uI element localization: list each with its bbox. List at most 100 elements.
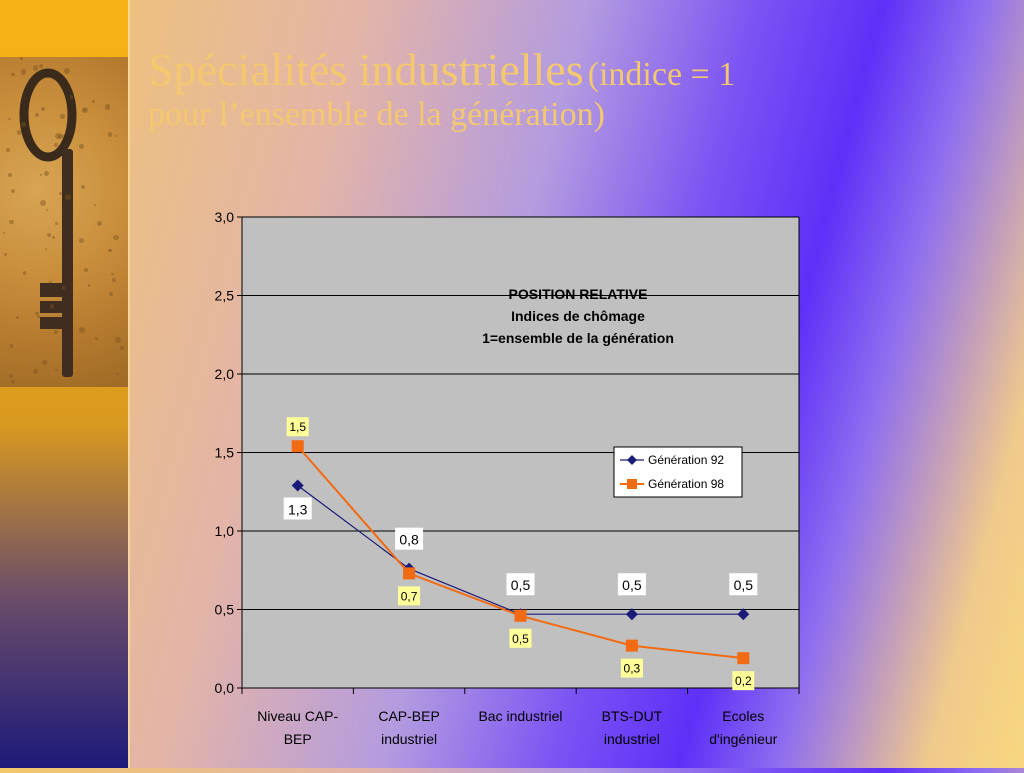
photo-texture-speck xyxy=(41,360,47,366)
data-label-box xyxy=(617,573,646,596)
photo-texture-speck xyxy=(87,284,91,288)
photo-texture-speck xyxy=(34,112,40,118)
photo-texture-speck xyxy=(33,368,38,374)
photo-texture-speck xyxy=(93,204,96,207)
photo-texture-speck xyxy=(32,64,39,71)
photo-texture-speck xyxy=(79,237,85,243)
photo-texture-speck xyxy=(9,374,14,378)
chart-title-line: 1=ensemble de la génération xyxy=(482,330,674,346)
photo-texture-speck xyxy=(20,122,26,127)
y-tick-label: 2,5 xyxy=(215,288,235,304)
data-point-square xyxy=(403,567,416,580)
data-label: 0,2 xyxy=(735,674,752,688)
legend-marker xyxy=(627,479,637,489)
data-label: 0,5 xyxy=(622,577,642,593)
data-label-box xyxy=(395,527,424,550)
photo-texture-speck xyxy=(15,315,20,320)
chart-title-line: Indices de chômage xyxy=(511,308,645,324)
photo-texture-speck xyxy=(78,327,85,334)
y-tick-label: 1,5 xyxy=(215,445,235,461)
photo-texture-speck xyxy=(114,337,121,344)
key-icon xyxy=(19,68,77,377)
photo-texture-speck xyxy=(108,249,112,252)
x-tick-label: industriel xyxy=(604,731,660,747)
photo-texture-speck xyxy=(20,57,23,60)
photo-texture-speck xyxy=(79,144,85,150)
photo-texture-speck xyxy=(2,232,5,235)
photo-texture-speck xyxy=(60,114,65,119)
x-tick-label: BTS-DUT xyxy=(602,708,663,724)
photo-texture-speck xyxy=(81,107,88,114)
data-point-square xyxy=(514,609,527,622)
x-tick-label: industriel xyxy=(381,731,437,747)
photo-texture-speck xyxy=(55,132,62,139)
data-point-diamond xyxy=(291,479,304,492)
data-label: 1,3 xyxy=(288,501,308,517)
data-label-box xyxy=(729,573,758,596)
photo-texture-speck xyxy=(43,171,49,177)
photo-texture-speck xyxy=(7,172,12,177)
legend-label: Génération 98 xyxy=(648,477,724,491)
photo-texture-speck xyxy=(114,134,118,138)
photo-texture-speck xyxy=(69,94,74,99)
x-tick-label: Niveau CAP- xyxy=(257,708,338,724)
vertical-divider xyxy=(128,0,130,768)
photo-texture-speck xyxy=(36,314,40,318)
photo-texture-speck xyxy=(9,219,15,225)
y-tick-label: 0,0 xyxy=(215,680,235,696)
photo-texture-speck xyxy=(35,311,39,316)
photo-texture-speck xyxy=(51,236,55,240)
photo-texture-speck xyxy=(9,344,13,348)
photo-texture-speck xyxy=(92,99,96,103)
photo-texture-speck xyxy=(40,199,47,206)
photo-texture-speck xyxy=(8,117,11,121)
photo-texture-speck xyxy=(11,72,15,77)
chart-title-line: POSITION RELATIVE xyxy=(509,286,648,302)
x-tick-label: d'ingénieur xyxy=(709,731,777,747)
data-label-box xyxy=(509,628,532,648)
data-label-box xyxy=(286,417,309,437)
data-label-box xyxy=(620,658,643,678)
photo-texture-speck xyxy=(97,220,103,226)
photo-texture-speck xyxy=(6,148,11,153)
photo-texture-speck xyxy=(63,68,70,75)
photo-texture-speck xyxy=(16,129,22,135)
slide-title: Spécialités industrielles (indice = 1 po… xyxy=(148,44,1008,134)
photo-texture-speck xyxy=(113,234,119,240)
photo-texture-speck xyxy=(112,277,117,282)
y-tick-label: 2,0 xyxy=(215,366,235,382)
y-tick-label: 3,0 xyxy=(215,209,235,225)
photo-texture-speck xyxy=(61,286,66,290)
photo-texture-speck xyxy=(40,107,46,112)
photo-texture-speck xyxy=(65,194,72,201)
photo-texture-speck xyxy=(46,233,51,237)
data-point-square xyxy=(625,639,638,652)
key-photo xyxy=(0,57,128,387)
photo-texture-speck xyxy=(54,330,59,335)
data-label-box xyxy=(398,586,421,606)
photo-texture-speck xyxy=(111,272,114,276)
photo-texture-speck xyxy=(48,280,52,284)
data-label-box xyxy=(506,573,535,596)
title-line2: pour l’ensemble de la génération) xyxy=(148,95,605,133)
photo-texture-speck xyxy=(10,188,16,193)
data-label: 0,5 xyxy=(512,632,529,646)
photo-texture-speck xyxy=(45,209,48,212)
legend-label: Génération 92 xyxy=(648,453,724,467)
photo-texture-speck xyxy=(59,192,62,195)
photo-texture-speck xyxy=(11,379,15,384)
photo-texture-speck xyxy=(54,143,59,147)
photo-texture-speck xyxy=(109,292,114,297)
y-tick-label: 1,0 xyxy=(215,523,235,539)
data-label: 0,3 xyxy=(624,662,641,676)
photo-texture-speck xyxy=(119,345,124,350)
x-tick-label: CAP-BEP xyxy=(378,708,439,724)
data-label: 0,5 xyxy=(734,577,754,593)
data-label: 0,7 xyxy=(401,589,418,603)
x-tick-label: Ecoles xyxy=(722,708,764,724)
photo-texture-speck xyxy=(107,131,113,137)
photo-texture-speck xyxy=(22,271,27,275)
photo-texture-speck xyxy=(44,247,47,250)
photo-texture-speck xyxy=(104,104,110,110)
